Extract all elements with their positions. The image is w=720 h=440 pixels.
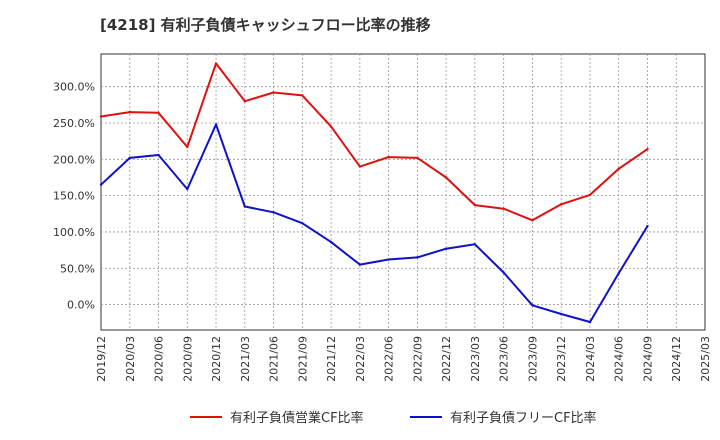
series-1-point — [473, 243, 477, 246]
series-0-point — [387, 155, 390, 159]
y-tick-label: 50.0% — [60, 262, 95, 275]
series-0-point — [99, 115, 103, 118]
series-1-point — [128, 156, 131, 160]
x-tick-label: 2020/06 — [153, 336, 166, 382]
series-1-point — [243, 205, 247, 208]
series-1-point — [444, 247, 448, 250]
x-tick-label: 2021/06 — [268, 336, 281, 382]
series-0-point — [416, 156, 419, 160]
x-tick-label: 2020/09 — [181, 336, 194, 382]
series-1-point — [272, 211, 275, 214]
series-0-point — [559, 203, 563, 206]
x-tick-label: 2019/12 — [95, 336, 108, 382]
y-tick-label: 150.0% — [53, 190, 95, 203]
series-0-point — [617, 167, 620, 170]
x-tick-label: 2020/12 — [210, 336, 223, 382]
series-0-point — [186, 145, 189, 149]
y-tick-label: 300.0% — [53, 81, 95, 94]
series-0-point — [531, 219, 534, 222]
legend-label-1: 有利子負債フリーCF比率 — [450, 410, 597, 426]
series-0-point — [157, 111, 160, 115]
series-0-point — [301, 94, 304, 97]
series-0-point — [502, 207, 505, 210]
series-1-point — [502, 271, 505, 274]
x-tick-label: 2024/12 — [670, 336, 683, 382]
x-tick-label: 2021/12 — [325, 336, 338, 382]
chart-title: [4218] 有利子負債キャッシュフロー比率の推移 — [100, 16, 431, 34]
x-tick-label: 2023/06 — [498, 336, 511, 382]
series-0-point — [128, 110, 131, 114]
x-tick-label: 2022/12 — [440, 336, 453, 382]
x-tick-label: 2023/12 — [555, 336, 568, 382]
x-tick-label: 2024/06 — [613, 336, 626, 382]
x-tick-label: 2025/03 — [699, 336, 712, 382]
y-tick-label: 0.0% — [67, 299, 95, 312]
series-1-point — [531, 304, 534, 307]
series-0-point — [473, 203, 477, 207]
x-tick-label: 2021/09 — [296, 336, 309, 382]
series-line-1 — [100, 123, 649, 323]
series-0-point — [243, 100, 247, 103]
series-1-point — [416, 256, 419, 259]
series-1-point — [358, 263, 362, 266]
x-tick-label: 2020/03 — [124, 336, 137, 382]
x-tick-label: 2024/09 — [641, 336, 654, 382]
series-0-point — [588, 193, 592, 197]
y-tick-label: 100.0% — [53, 226, 95, 239]
x-tick-label: 2024/03 — [584, 336, 597, 382]
series-1-point — [387, 258, 390, 261]
x-tick-label: 2022/03 — [354, 336, 367, 382]
series-0-point — [214, 62, 218, 65]
series-1-point — [617, 272, 620, 275]
series-0-point — [329, 125, 333, 128]
series-1-point — [329, 240, 333, 244]
series-1-point — [559, 312, 563, 316]
series-1-point — [588, 320, 592, 324]
series-1-point — [186, 187, 189, 191]
plot-area — [100, 53, 706, 331]
series-line-0 — [100, 62, 649, 222]
legend-label-0: 有利子負債営業CF比率 — [230, 410, 364, 426]
series-1-point — [99, 183, 103, 186]
series-0-point — [646, 147, 649, 151]
series-1-point — [157, 153, 160, 157]
y-tick-label: 250.0% — [53, 117, 95, 130]
series-0-point — [444, 176, 448, 179]
x-tick-label: 2023/03 — [469, 336, 482, 382]
y-tick-label: 200.0% — [53, 153, 95, 166]
x-tick-label: 2021/03 — [239, 336, 252, 382]
x-tick-label: 2023/09 — [526, 336, 539, 382]
x-tick-label: 2022/06 — [383, 336, 396, 382]
series-1-point — [214, 123, 218, 126]
series-0-point — [358, 165, 362, 168]
series-1-point — [301, 222, 304, 225]
series-0-point — [272, 91, 275, 94]
x-tick-label: 2022/09 — [411, 336, 424, 382]
series-1-point — [646, 224, 649, 228]
